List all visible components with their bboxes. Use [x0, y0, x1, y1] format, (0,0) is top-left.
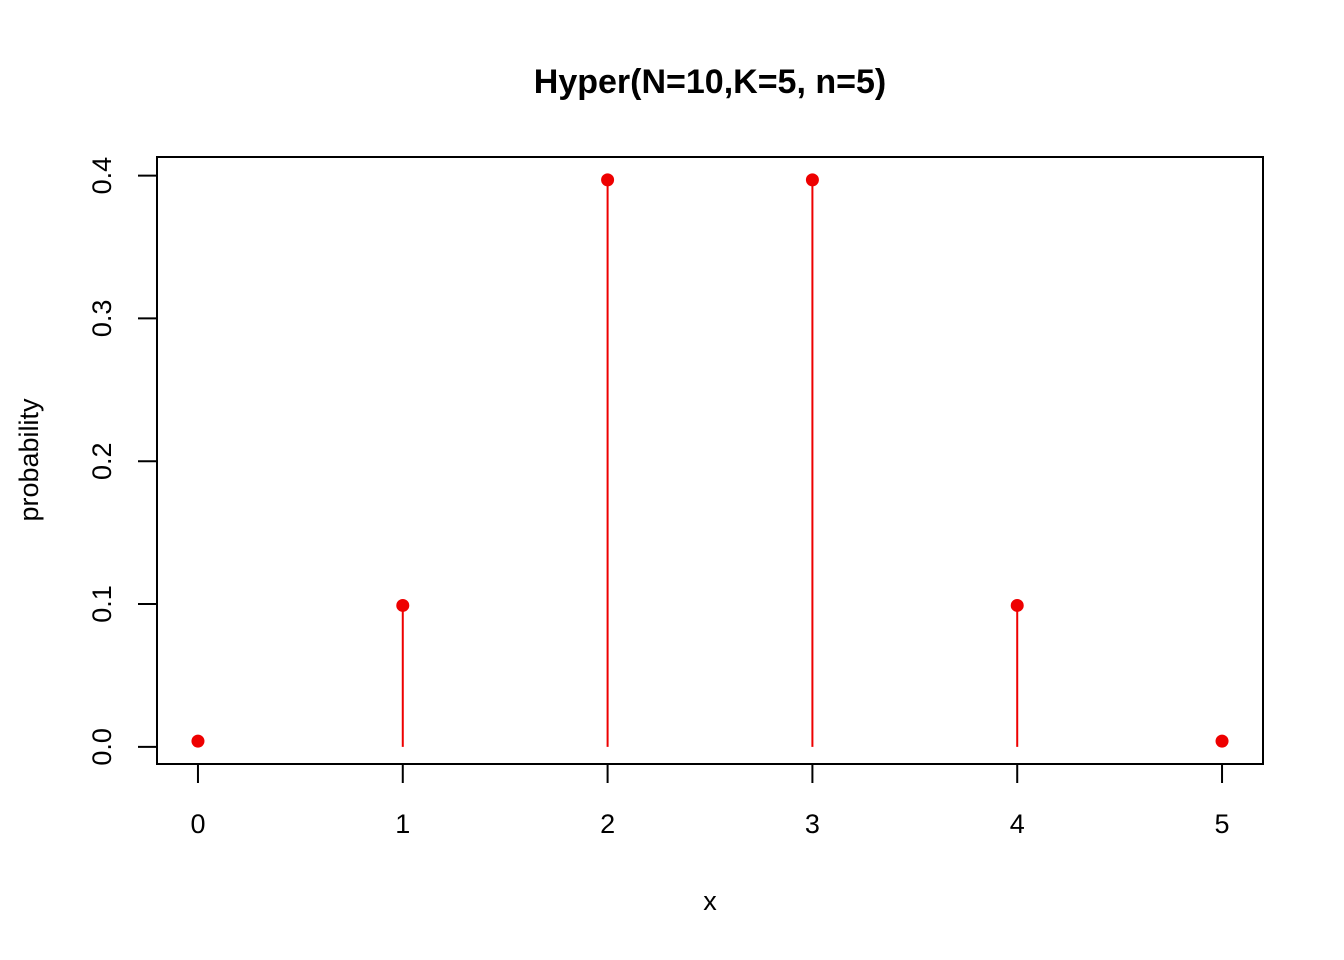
y-tick-label: 0.2 [87, 442, 117, 480]
x-tick-label: 0 [190, 809, 205, 839]
y-tick-label: 0.0 [87, 728, 117, 766]
data-point [191, 734, 205, 748]
data-point [396, 598, 410, 612]
x-tick-label: 2 [600, 809, 615, 839]
plot-frame [156, 156, 1264, 765]
y-axis-label: probability [14, 398, 44, 522]
chart-title: Hyper(N=10,K=5, n=5) [534, 63, 886, 101]
y-axis: 0.0 0.1 0.2 0.3 0.4 [87, 157, 158, 766]
x-tick-label: 4 [1010, 809, 1025, 839]
y-tick-label: 0.3 [87, 300, 117, 338]
x-tick-label: 1 [395, 809, 410, 839]
data-point [601, 173, 615, 187]
data-point [1215, 734, 1229, 748]
y-tick-label: 0.1 [87, 585, 117, 623]
data-point [1010, 598, 1024, 612]
x-tick-label: 3 [805, 809, 820, 839]
x-axis-label: x [703, 886, 717, 916]
x-tick-label: 5 [1215, 809, 1230, 839]
data-point [805, 173, 819, 187]
data-series [191, 173, 1229, 748]
x-axis: 0 1 2 3 4 5 [190, 763, 1230, 839]
y-tick-label: 0.4 [87, 157, 117, 195]
